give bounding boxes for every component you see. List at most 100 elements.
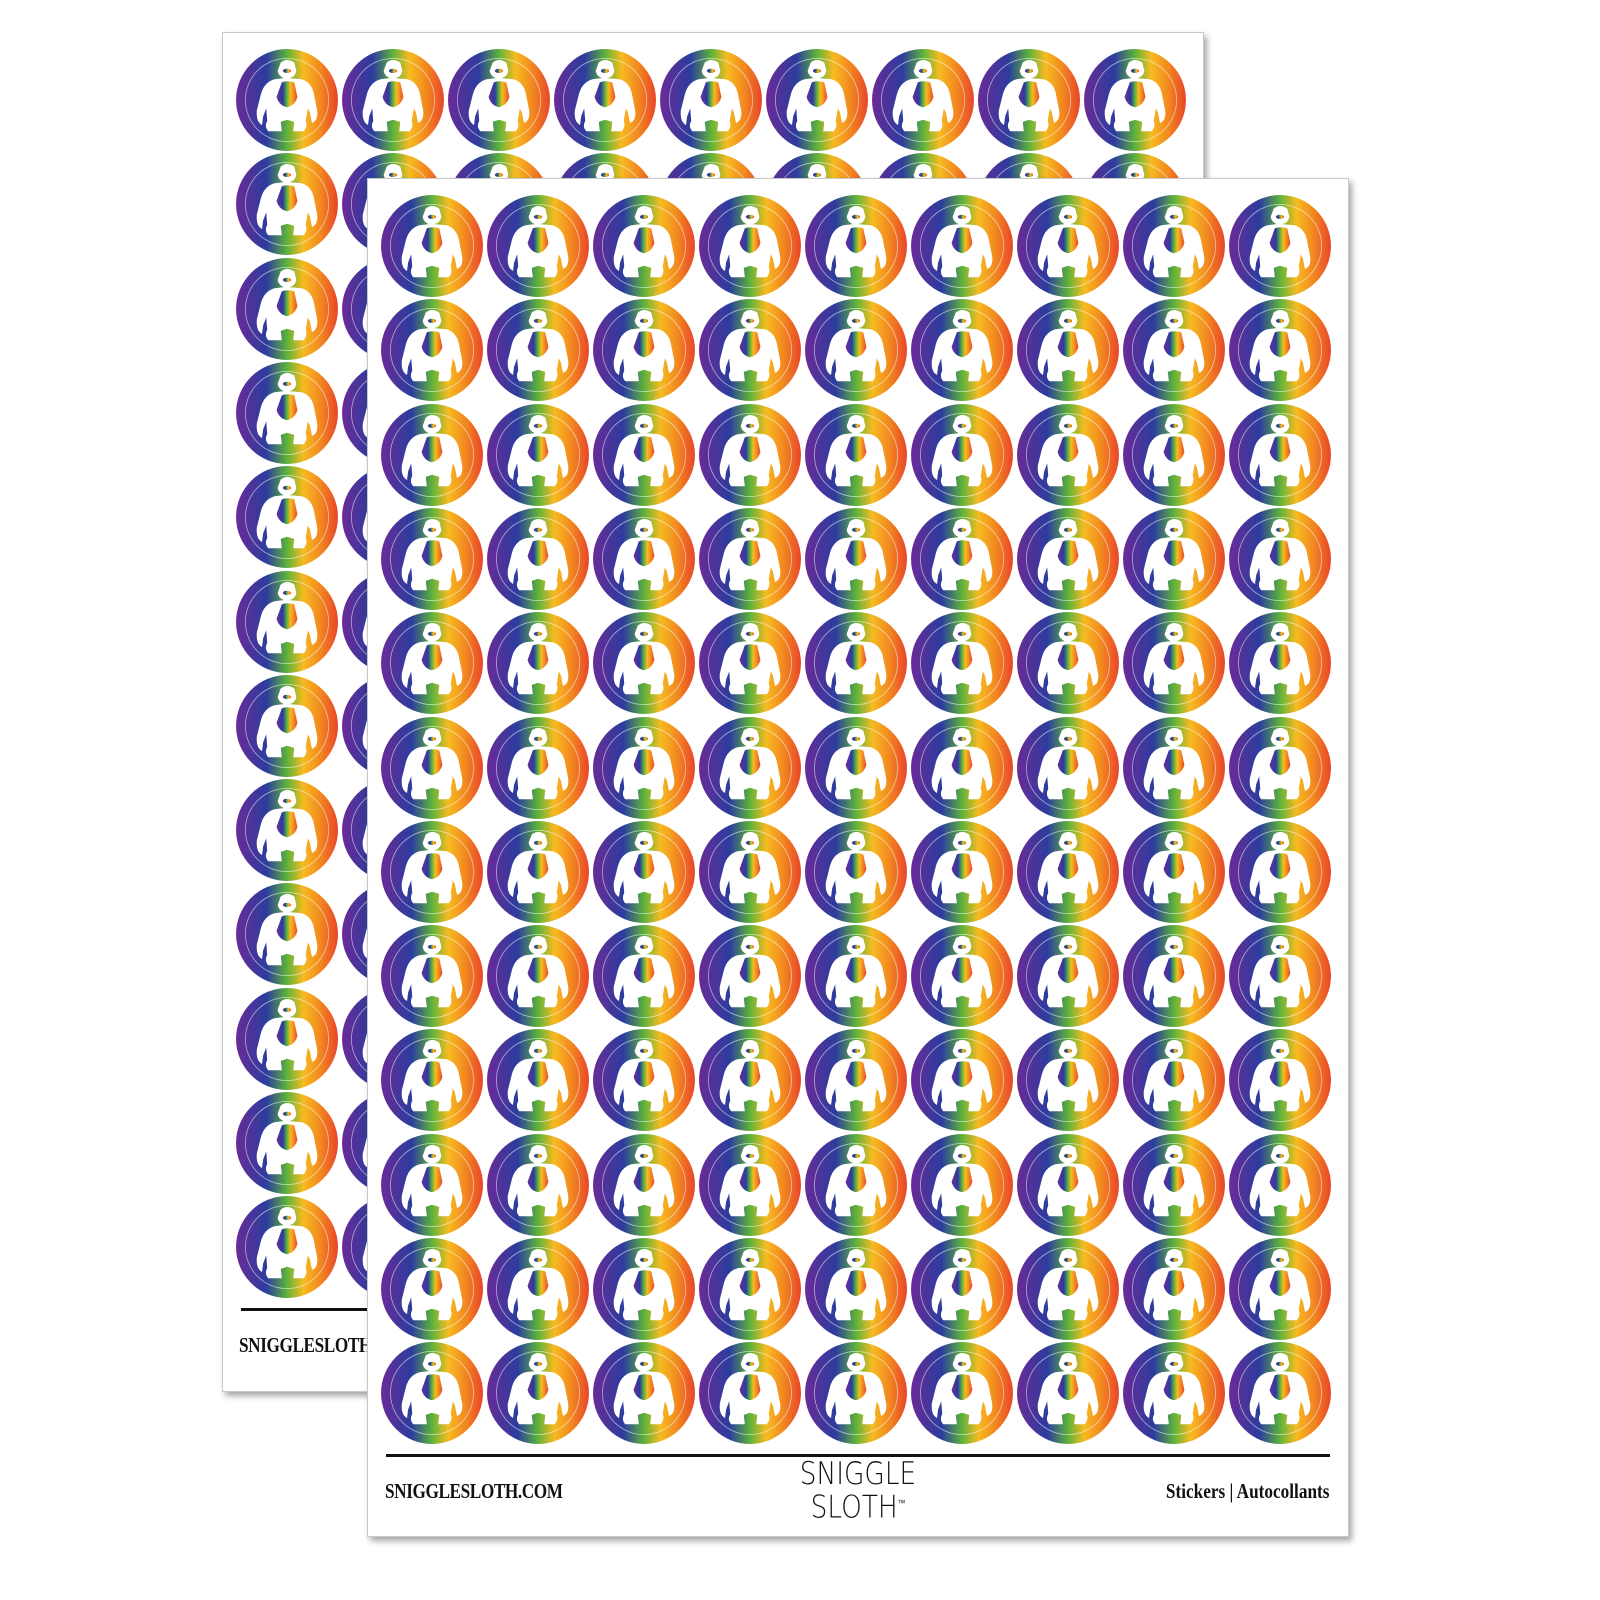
gorilla-sticker [910, 298, 1014, 402]
gorilla-sticker [910, 1028, 1014, 1132]
gorilla-sticker [1122, 716, 1226, 820]
gorilla-sticker [804, 403, 908, 507]
gorilla-sticker [1122, 924, 1226, 1028]
gorilla-sticker [447, 48, 551, 152]
gorilla-sticker [235, 778, 339, 882]
gorilla-sticker [1228, 611, 1332, 715]
gorilla-sticker [804, 507, 908, 611]
gorilla-sticker [910, 507, 1014, 611]
gorilla-sticker [592, 924, 696, 1028]
gorilla-sticker [1083, 48, 1187, 152]
gorilla-sticker [1228, 194, 1332, 298]
gorilla-sticker [1016, 507, 1120, 611]
gorilla-sticker [1228, 507, 1332, 611]
gorilla-sticker [698, 716, 802, 820]
gorilla-sticker [380, 298, 484, 402]
gorilla-sticker [698, 1133, 802, 1237]
gorilla-sticker [804, 1341, 908, 1445]
gorilla-sticker [1016, 716, 1120, 820]
logo-line2-text: SLOTH [810, 1489, 898, 1526]
gorilla-sticker [592, 403, 696, 507]
gorilla-sticker [1016, 1133, 1120, 1237]
gorilla-sticker [1016, 820, 1120, 924]
gorilla-sticker [1016, 1341, 1120, 1445]
gorilla-sticker [1228, 298, 1332, 402]
gorilla-sticker [698, 1341, 802, 1445]
gorilla-sticker [380, 924, 484, 1028]
gorilla-sticker [804, 194, 908, 298]
gorilla-sticker [486, 924, 590, 1028]
gorilla-sticker [380, 1237, 484, 1341]
gorilla-sticker [235, 570, 339, 674]
gorilla-sticker [871, 48, 975, 152]
sticker-type-label: Stickers | Autocollants [1165, 1479, 1329, 1503]
gorilla-sticker [804, 716, 908, 820]
gorilla-sticker [1228, 820, 1332, 924]
gorilla-sticker [698, 1028, 802, 1132]
gorilla-sticker [235, 674, 339, 778]
gorilla-sticker [910, 716, 1014, 820]
gorilla-sticker [235, 465, 339, 569]
gorilla-sticker [910, 403, 1014, 507]
gorilla-sticker [486, 1028, 590, 1132]
gorilla-sticker [380, 1028, 484, 1132]
gorilla-sticker [592, 1341, 696, 1445]
gorilla-sticker [977, 48, 1081, 152]
gorilla-sticker [592, 1028, 696, 1132]
gorilla-sticker [1122, 298, 1226, 402]
gorilla-sticker [380, 1133, 484, 1237]
gorilla-sticker [804, 611, 908, 715]
gorilla-sticker [235, 48, 339, 152]
gorilla-sticker [592, 1237, 696, 1341]
gorilla-sticker [486, 298, 590, 402]
gorilla-sticker [698, 507, 802, 611]
gorilla-sticker [1228, 924, 1332, 1028]
gorilla-sticker [910, 924, 1014, 1028]
gorilla-sticker [698, 820, 802, 924]
gorilla-sticker [1228, 716, 1332, 820]
gorilla-sticker [592, 820, 696, 924]
gorilla-sticker [235, 257, 339, 361]
gorilla-sticker [910, 1341, 1014, 1445]
gorilla-sticker [1016, 924, 1120, 1028]
gorilla-sticker [910, 820, 1014, 924]
gorilla-sticker [380, 611, 484, 715]
gorilla-sticker [804, 924, 908, 1028]
gorilla-sticker [235, 882, 339, 986]
gorilla-sticker [380, 507, 484, 611]
gorilla-sticker [592, 716, 696, 820]
gorilla-sticker [592, 194, 696, 298]
gorilla-sticker [592, 298, 696, 402]
gorilla-sticker [486, 611, 590, 715]
gorilla-sticker [804, 298, 908, 402]
gorilla-sticker [1016, 298, 1120, 402]
sticker-sheet-front: SNIGGLESLOTH.COM SNIGGLE SLOTH™ Stickers… [367, 178, 1349, 1537]
gorilla-sticker [1122, 194, 1226, 298]
gorilla-sticker [910, 1237, 1014, 1341]
gorilla-sticker [380, 194, 484, 298]
gorilla-sticker [910, 194, 1014, 298]
gorilla-sticker [380, 716, 484, 820]
gorilla-sticker [804, 1133, 908, 1237]
gorilla-sticker [804, 1028, 908, 1132]
gorilla-sticker [1016, 194, 1120, 298]
gorilla-sticker [1228, 1028, 1332, 1132]
gorilla-sticker [486, 507, 590, 611]
gorilla-sticker [698, 403, 802, 507]
brand-logo: SNIGGLE SLOTH™ [790, 1456, 926, 1526]
gorilla-sticker [1122, 1133, 1226, 1237]
gorilla-sticker [804, 1237, 908, 1341]
gorilla-sticker [380, 820, 484, 924]
gorilla-sticker [486, 403, 590, 507]
logo-line1: SNIGGLE [799, 1456, 917, 1492]
gorilla-sticker [592, 1133, 696, 1237]
gorilla-sticker [1228, 1237, 1332, 1341]
gorilla-sticker [765, 48, 869, 152]
gorilla-sticker [486, 1341, 590, 1445]
gorilla-sticker [698, 298, 802, 402]
gorilla-sticker [1016, 403, 1120, 507]
gorilla-sticker [910, 611, 1014, 715]
gorilla-sticker [592, 507, 696, 611]
gorilla-sticker [486, 1133, 590, 1237]
gorilla-sticker [486, 194, 590, 298]
